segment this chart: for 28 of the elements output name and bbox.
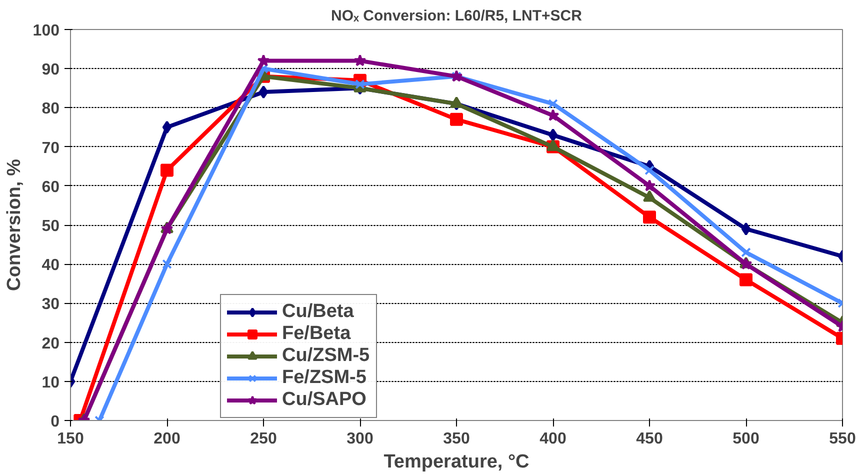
legend-label: Cu/Beta (282, 301, 354, 323)
x-tick-label: 450 (636, 430, 663, 448)
y-tick-label: 70 (42, 140, 60, 157)
x-tick-label: 250 (250, 430, 277, 448)
legend-label: Cu/SAPO (282, 389, 366, 411)
y-tick-label: 0 (50, 414, 60, 430)
y-tick-label: 100 (32, 22, 60, 40)
y-axis-title: Conversion, % (4, 158, 25, 291)
legend-label: Fe/Beta (282, 323, 351, 345)
y-tick-label: 80 (42, 100, 60, 118)
y-tick-label: 30 (42, 296, 60, 314)
x-tick-label: 300 (346, 430, 374, 448)
y-tick-label: 10 (42, 374, 60, 392)
x-tick-label: 400 (540, 430, 566, 448)
y-tick-label: 90 (42, 62, 60, 79)
chart-title: NOₓ Conversion: L60/R5, LNT+SCR (331, 8, 582, 24)
x-tick-label: 150 (57, 430, 84, 448)
y-tick-label: 20 (42, 335, 60, 352)
x-tick-label: 200 (154, 430, 180, 448)
y-tick-label: 50 (42, 218, 60, 235)
y-tick-label: 60 (42, 178, 60, 196)
x-axis-title: Temperature, °C (384, 452, 530, 472)
x-tick-label: 550 (829, 430, 856, 448)
y-tick-label: 40 (42, 257, 60, 274)
x-tick-label: 500 (732, 430, 760, 448)
legend-label: Fe/ZSM-5 (282, 367, 366, 389)
x-tick-label: 350 (443, 430, 470, 448)
legend-label: Cu/ZSM-5 (282, 345, 370, 367)
